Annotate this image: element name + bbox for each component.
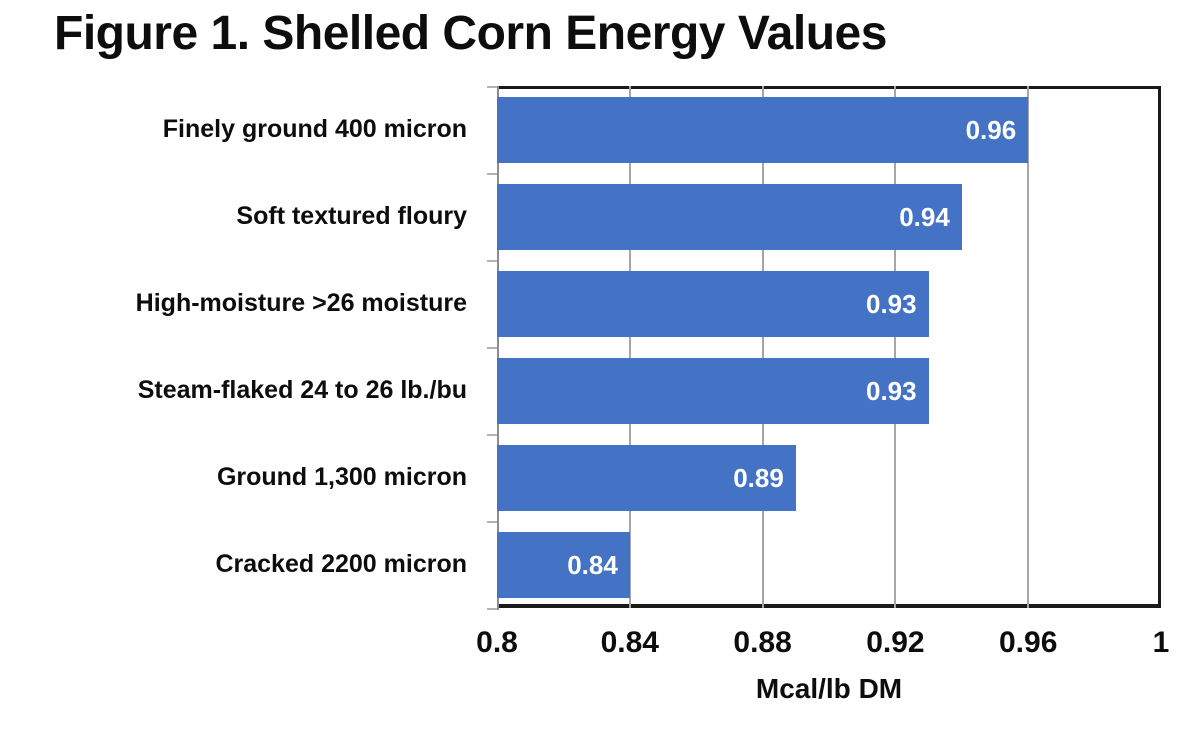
category-tick-mark bbox=[487, 521, 497, 523]
value-axis-line bbox=[497, 86, 499, 610]
category-label: Cracked 2200 micron bbox=[215, 549, 467, 578]
bar-value-label: 0.89 bbox=[733, 462, 784, 493]
category-label: High-moisture >26 moisture bbox=[135, 288, 467, 317]
category-tick-mark bbox=[487, 434, 497, 436]
value-tick-label: 0.92 bbox=[866, 626, 925, 659]
value-tick-label: 0.96 bbox=[998, 626, 1058, 659]
bar-value-label: 0.84 bbox=[567, 549, 618, 580]
gridline bbox=[761, 86, 764, 608]
bar[interactable]: 0.96 bbox=[497, 96, 1029, 163]
bar[interactable]: 0.93 bbox=[497, 270, 929, 337]
category-label: Finely ground 400 micron bbox=[162, 114, 467, 143]
bar-value-label: 0.93 bbox=[865, 288, 917, 319]
category-tick-mark bbox=[487, 86, 497, 88]
value-axis-title: Mcal/lb DM bbox=[755, 673, 903, 704]
value-tick-label: 0.8 bbox=[476, 626, 518, 659]
category-label: Soft textured floury bbox=[236, 201, 467, 230]
category-tick-mark bbox=[487, 608, 497, 610]
category-tick-mark bbox=[487, 173, 497, 175]
bar-value-label: 0.94 bbox=[899, 201, 950, 232]
bar[interactable]: 0.94 bbox=[497, 183, 962, 250]
bar[interactable]: 0.93 bbox=[497, 357, 929, 424]
value-tick-label: 0.88 bbox=[733, 626, 792, 659]
bar[interactable]: 0.89 bbox=[497, 444, 796, 511]
bar-value-label: 0.93 bbox=[865, 375, 917, 406]
category-tick-mark bbox=[487, 260, 497, 262]
bar[interactable]: 0.84 bbox=[497, 531, 630, 598]
gridline bbox=[628, 86, 631, 608]
value-tick-label: 0.84 bbox=[600, 626, 659, 659]
bar-value-label: 0.96 bbox=[965, 114, 1017, 145]
plot-area bbox=[497, 86, 1161, 608]
gridline bbox=[894, 86, 897, 608]
category-label: Steam-flaked 24 to 26 lb./bu bbox=[137, 375, 467, 404]
gridline bbox=[1027, 86, 1030, 608]
category-tick-mark bbox=[487, 347, 497, 349]
value-tick-label: 1 bbox=[1152, 626, 1170, 659]
chart-title: Figure 1. Shelled Corn Energy Values bbox=[54, 7, 887, 60]
category-label: Ground 1,300 micron bbox=[216, 462, 467, 491]
